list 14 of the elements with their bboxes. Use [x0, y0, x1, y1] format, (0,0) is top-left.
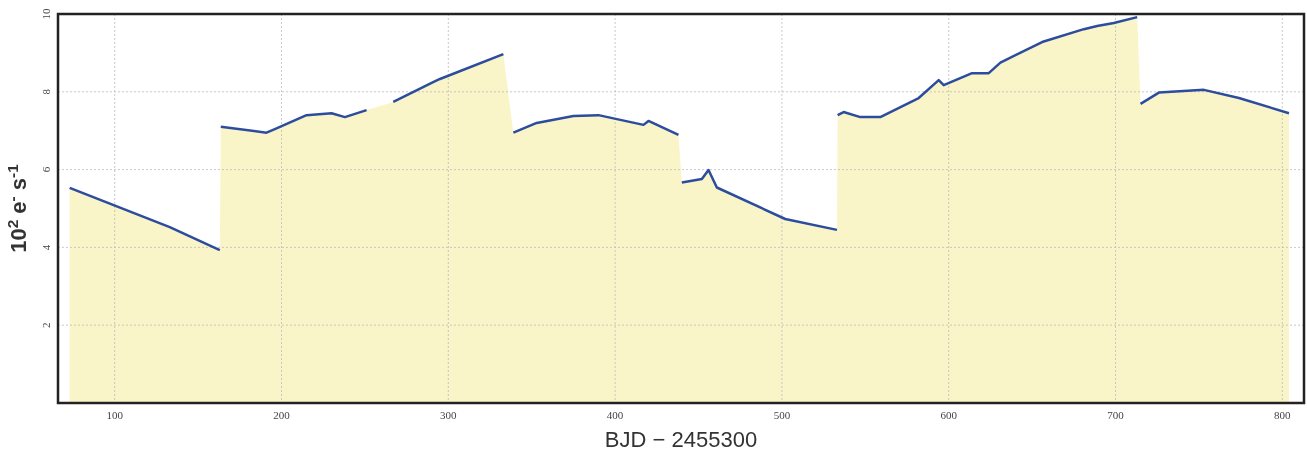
- y-tick-label: 4: [40, 244, 52, 251]
- y-tick-label: 6: [40, 166, 52, 173]
- x-tick-label: 200: [273, 409, 291, 421]
- x-tick-label: 300: [440, 409, 458, 421]
- y-tick-label: 10: [40, 8, 52, 20]
- x-tick-label: 800: [1274, 409, 1292, 421]
- x-tick-label: 400: [606, 409, 624, 421]
- x-axis-title: BJD − 2455300: [604, 427, 758, 452]
- x-tick-label: 700: [1107, 409, 1125, 421]
- y-tick-label: 2: [40, 322, 52, 328]
- x-tick-label: 100: [106, 409, 124, 421]
- y-tick-label: 8: [40, 88, 52, 95]
- x-tick-label: 600: [940, 409, 958, 421]
- x-tick-label: 500: [773, 409, 791, 421]
